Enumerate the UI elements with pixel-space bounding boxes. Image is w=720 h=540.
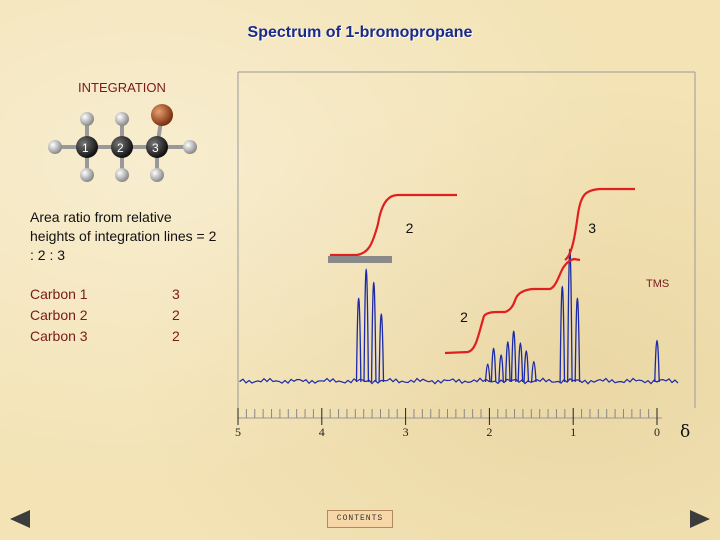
spectrum-peak — [484, 363, 491, 383]
x-tick-labels: 5 4 3 2 1 0 — [235, 425, 660, 439]
carbon-1-name: Carbon 1 — [30, 286, 88, 302]
spectrum-peak — [510, 330, 517, 383]
spectrum-peak — [559, 285, 566, 383]
x-axis — [237, 408, 662, 425]
spectrum-peak — [370, 282, 377, 383]
carbon-3-name: Carbon 3 — [30, 328, 88, 344]
contents-button[interactable]: CONTENTS — [327, 510, 393, 528]
page-title: Spectrum of 1-bromopropane — [247, 24, 473, 41]
x-tick-label: 4 — [319, 425, 325, 439]
x-tick-label: 0 — [654, 425, 660, 439]
integration-curve — [564, 187, 635, 261]
tms-label: TMS — [646, 278, 669, 290]
spectrum-peaks — [355, 249, 660, 383]
spectrum-peak — [574, 297, 581, 383]
spectrum-peak — [498, 354, 504, 383]
carbon-2-name: Carbon 2 — [30, 307, 88, 323]
ratio-text: Area ratio from relative heights of inte… — [30, 209, 217, 263]
integration-label: INTEGRATION — [78, 80, 166, 95]
carbon-1-value: 3 — [172, 286, 180, 302]
spectrum-peak — [378, 313, 385, 383]
spectrum-peak — [654, 340, 660, 383]
integration-value-label: 2 — [460, 309, 468, 325]
x-tick-label: 5 — [235, 425, 241, 439]
spectrum-peak — [523, 350, 530, 383]
spectrum-peak — [517, 342, 524, 383]
spectrum-peak — [363, 268, 370, 383]
spectrum-peak — [355, 297, 362, 383]
x-tick-label: 2 — [486, 425, 492, 439]
integration-value-label: 3 — [588, 220, 596, 236]
carbon-2-value: 2 — [172, 307, 180, 323]
spectrum-peak — [490, 347, 497, 383]
x-axis-label-delta: δ — [680, 422, 690, 442]
spectrum-baseline — [239, 377, 679, 385]
spectrum-peak — [530, 360, 537, 383]
integration-curve — [444, 257, 581, 355]
carbon-3-value: 2 — [172, 328, 180, 344]
integration-curves — [330, 187, 635, 355]
integration-value-labels: 2 3 2 — [406, 220, 597, 325]
spectrum-peak — [566, 249, 573, 383]
integration-curve — [330, 193, 457, 257]
x-tick-label: 1 — [570, 425, 576, 439]
prev-arrow-icon[interactable] — [10, 510, 30, 528]
next-arrow-icon[interactable] — [690, 510, 710, 528]
integration-ruler — [328, 256, 392, 263]
x-tick-label: 3 — [403, 425, 409, 439]
spectrum-peak — [504, 341, 511, 383]
integration-value-label: 2 — [406, 220, 414, 236]
